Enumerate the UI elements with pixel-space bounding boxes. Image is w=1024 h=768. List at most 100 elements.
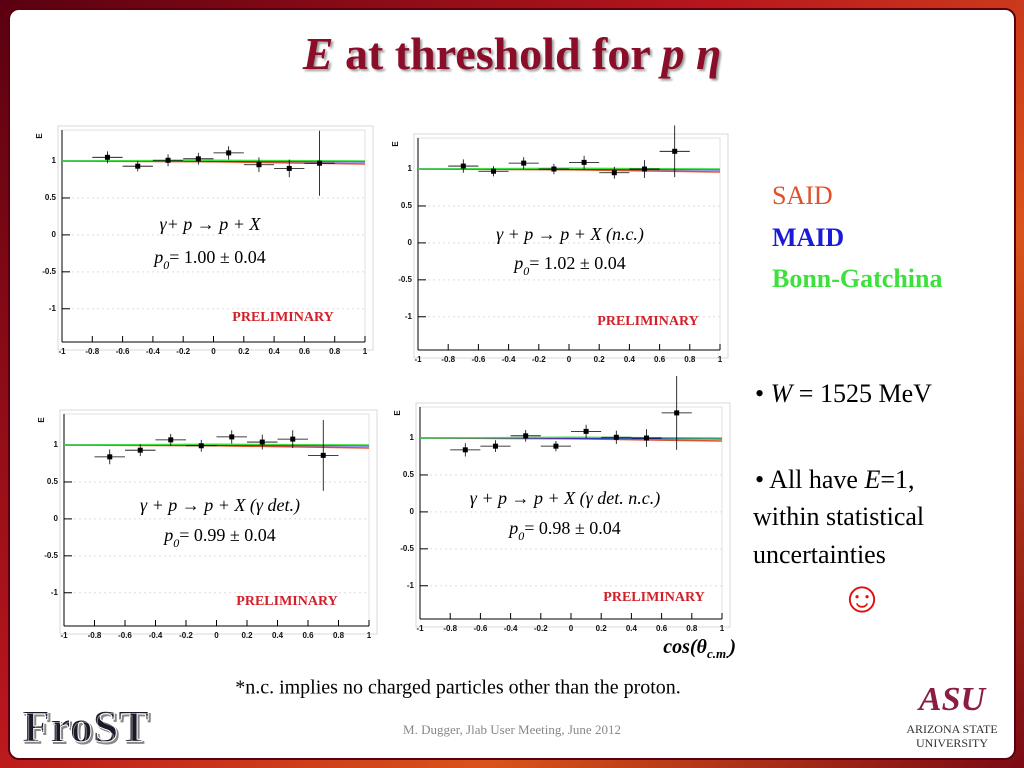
y-tick-label: -1 [405,312,413,321]
bullet-line: uncertainties [753,540,886,569]
title-symbol: p η [657,28,721,79]
x-tick-label: -1 [414,355,422,364]
data-point [644,435,649,441]
data-point [226,150,232,156]
data-point [642,166,647,172]
bullet-text: =1, [880,465,914,494]
x-tick-label: -0.8 [441,355,455,364]
y-tick-label: 0.5 [403,470,415,479]
fit-value: = 0.99 ± 0.04 [179,525,276,545]
reaction-label: γ + p → p + X (γ det.) [140,495,300,516]
preliminary-watermark: PRELIMINARY [597,314,698,329]
model-curve [61,159,366,162]
bullet-text: = 1525 MeV [792,379,932,408]
x-tick-label: -1 [58,347,66,356]
x-tick-label: 0.6 [654,355,666,364]
plot-area [419,406,723,620]
model-curve [417,167,721,170]
x-tick-label: -0.4 [146,347,160,356]
data-point [491,168,496,174]
x-tick-label: -0.2 [176,347,190,356]
model-curve [419,436,723,439]
fit-value: = 1.02 ± 0.04 [529,253,626,273]
x-tick-label: -0.2 [532,355,546,364]
x-tick-label: -0.4 [502,355,516,364]
x-tick-label: 1 [367,631,372,640]
y-tick-label: 1 [54,440,59,449]
data-point [553,443,559,449]
data-point [137,447,143,453]
bullet-prefix: • [755,379,771,408]
fit-value: = 1.00 ± 0.04 [169,247,266,267]
x-tick-label: -0.2 [179,631,193,640]
x-tick-label: 0.4 [626,624,638,633]
data-point [462,447,468,453]
x-tick-label: -1 [60,631,68,640]
fit-symbol: p [512,253,523,273]
data-point [104,154,110,160]
data-point [674,410,680,416]
y-tick-label: 0 [54,514,59,523]
x-tick-label: -0.6 [474,624,488,633]
fit-value: = 0.98 ± 0.04 [524,518,621,538]
x-tick-label: 1 [718,355,723,364]
x-tick-label: -0.6 [118,631,132,640]
x-axis-label: cos(θc.m.) [663,636,736,662]
y-axis-label: E [35,133,44,139]
x-label-close: ) [727,636,736,658]
x-tick-label: 0.8 [686,624,698,633]
y-axis-label: E [37,417,46,423]
data-point [107,454,113,460]
x-tick-label: -0.8 [443,624,457,633]
y-tick-label: -0.5 [44,551,58,560]
data-point [317,160,323,166]
fit-symbol: p [507,518,518,538]
x-tick-label: 0 [214,631,219,640]
bullet-line: within statistical [753,502,924,531]
bullet: • All have E=1, [755,465,915,494]
data-point [581,159,587,165]
data-point [165,157,171,163]
y-tick-label: -1 [51,588,59,597]
y-tick-label: 0.5 [401,201,413,210]
legend-said: SAID [772,181,833,210]
x-tick-label: 0.4 [272,631,284,640]
y-tick-label: 0 [408,238,413,247]
x-tick-label: 0.4 [269,347,281,356]
y-tick-label: 0 [52,230,57,239]
x-label-subscript: c.m. [707,646,729,661]
y-axis-label: E [391,141,400,147]
y-tick-label: -0.5 [398,275,412,284]
fit-label: p0= 1.00 ± 0.04 [152,247,266,272]
preliminary-watermark: PRELIMINARY [236,594,337,609]
asu-name: University [916,736,988,750]
x-tick-label: -0.6 [472,355,486,364]
model-curve [63,443,370,446]
y-tick-label: 1 [410,433,415,442]
legend-maid: MAID [772,223,844,252]
bullet-symbol: W [771,379,795,408]
data-point [551,166,557,172]
data-point [523,433,529,439]
x-tick-label: -1 [416,624,424,633]
data-point [195,156,201,162]
x-tick-label: 0.4 [624,355,636,364]
fit-label: p0= 0.98 ± 0.04 [507,518,621,543]
data-point [460,163,466,169]
y-axis-label: E [393,410,402,416]
title-text: at threshold for [333,28,661,79]
fit-label: p0= 0.99 ± 0.04 [162,525,276,550]
data-point [521,160,527,166]
y-tick-label: 0 [410,507,415,516]
fit-label: p0= 1.02 ± 0.04 [512,253,626,278]
data-point [493,443,498,449]
plot-area [417,137,721,351]
x-tick-label: 0.6 [656,624,668,633]
x-tick-label: -0.4 [149,631,163,640]
fit-subscript: 0 [163,258,169,272]
smiley-icon: ☺ [840,573,885,622]
data-point [198,443,204,449]
x-tick-label: -0.6 [116,347,130,356]
